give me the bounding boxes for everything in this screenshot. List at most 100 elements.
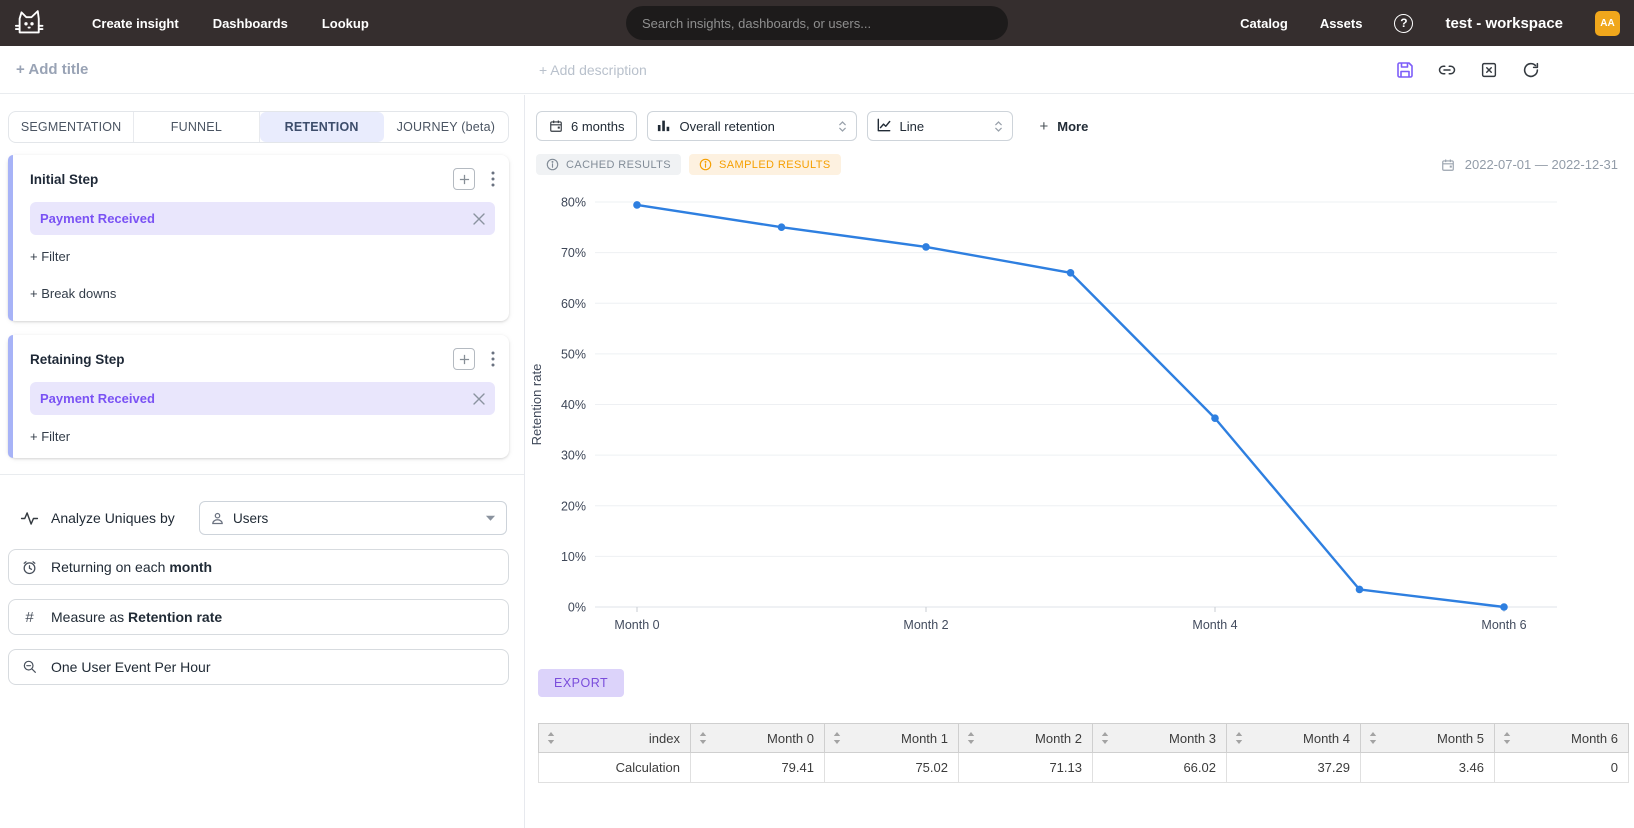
add-step-icon[interactable] bbox=[453, 168, 475, 190]
sort-icon[interactable] bbox=[1101, 732, 1109, 744]
sort-icon[interactable] bbox=[1369, 732, 1377, 744]
nav-dashboards[interactable]: Dashboards bbox=[212, 15, 288, 31]
workspace-name[interactable]: test - workspace bbox=[1445, 14, 1563, 32]
svg-text:Month 4: Month 4 bbox=[1192, 618, 1237, 632]
step-options-icon[interactable] bbox=[491, 171, 495, 187]
remove-event-icon[interactable] bbox=[473, 392, 485, 405]
calendar-icon bbox=[549, 119, 563, 133]
insight-titlebar: + Add title + Add description bbox=[0, 46, 1634, 94]
retaining-step-title: Retaining Step bbox=[30, 351, 125, 367]
analyze-uniques-label: Analyze Uniques by bbox=[51, 510, 175, 526]
initial-step-event[interactable]: Payment Received bbox=[30, 202, 495, 235]
info-icon bbox=[699, 158, 712, 171]
more-options-button[interactable]: + More bbox=[1039, 117, 1089, 135]
tab-retention[interactable]: RETENTION bbox=[259, 112, 384, 142]
add-title-button[interactable]: + Add title bbox=[16, 61, 89, 78]
measure-as-row[interactable]: # Measure as Retention rate bbox=[8, 599, 509, 635]
bar-chart-icon bbox=[657, 118, 671, 135]
svg-text:Month 0: Month 0 bbox=[614, 618, 659, 632]
analyze-uniques-label-group: Analyze Uniques by bbox=[20, 509, 175, 528]
export-button[interactable]: EXPORT bbox=[538, 669, 625, 697]
nav-catalog[interactable]: Catalog bbox=[1240, 15, 1288, 31]
add-description-button[interactable]: + Add description bbox=[539, 61, 647, 78]
status-row: CACHED RESULTS SAMPLED RESULTS 2022-07-0… bbox=[536, 154, 1618, 175]
initial-step-add-filter[interactable]: + Filter bbox=[30, 249, 71, 264]
column-header-month0[interactable]: Month 0 bbox=[690, 723, 825, 753]
sort-icon[interactable] bbox=[967, 732, 975, 744]
app-cat-logo-icon[interactable] bbox=[14, 8, 44, 38]
column-header-month5[interactable]: Month 5 bbox=[1360, 723, 1495, 753]
clear-insight-icon[interactable] bbox=[1480, 61, 1498, 79]
event-label: Payment Received bbox=[40, 391, 155, 406]
initial-step-add-breakdowns[interactable]: + Break downs bbox=[30, 286, 117, 301]
svg-text:70%: 70% bbox=[561, 246, 586, 260]
insight-type-tabs: SEGMENTATION FUNNEL RETENTION JOURNEY (b… bbox=[8, 111, 509, 143]
nav-assets[interactable]: Assets bbox=[1319, 15, 1363, 31]
table-header-row: index Month 0 Month 1 Month 2 Month 3 Mo… bbox=[538, 723, 1629, 753]
column-header-month1[interactable]: Month 1 bbox=[824, 723, 959, 753]
tab-funnel[interactable]: FUNNEL bbox=[134, 112, 260, 142]
step-options-icon[interactable] bbox=[491, 351, 495, 367]
initial-step-title: Initial Step bbox=[30, 171, 99, 187]
sort-icon[interactable] bbox=[547, 732, 555, 744]
metric-select-value: Overall retention bbox=[679, 118, 775, 134]
tab-journey[interactable]: JOURNEY (beta) bbox=[396, 120, 496, 134]
save-icon[interactable] bbox=[1396, 61, 1414, 79]
svg-text:Month 6: Month 6 bbox=[1481, 618, 1526, 632]
refresh-icon[interactable] bbox=[1522, 61, 1540, 79]
sort-icon[interactable] bbox=[1235, 732, 1243, 744]
add-step-icon[interactable] bbox=[453, 348, 475, 370]
user-icon bbox=[210, 511, 225, 526]
sort-icon[interactable] bbox=[833, 732, 841, 744]
query-builder-sidebar: SEGMENTATION FUNNEL RETENTION JOURNEY (b… bbox=[0, 95, 525, 828]
retaining-step-card: Retaining Step Payment Received + Filter bbox=[8, 335, 509, 458]
sort-icon[interactable] bbox=[699, 732, 707, 744]
metric-select[interactable]: Overall retention bbox=[647, 111, 858, 141]
retaining-step-add-filter[interactable]: + Filter bbox=[30, 429, 71, 444]
cell-month0: 79.41 bbox=[690, 752, 825, 783]
column-header-month4[interactable]: Month 4 bbox=[1226, 723, 1361, 753]
chart-type-value: Line bbox=[899, 118, 925, 134]
svg-text:40%: 40% bbox=[561, 398, 586, 412]
retaining-step-event[interactable]: Payment Received bbox=[30, 382, 495, 415]
measure-as-label: Measure as Retention rate bbox=[51, 609, 223, 625]
copy-link-icon[interactable] bbox=[1438, 61, 1456, 79]
help-icon[interactable]: ? bbox=[1394, 13, 1414, 33]
dedupe-label: One User Event Per Hour bbox=[51, 659, 211, 675]
nav-lookup[interactable]: Lookup bbox=[321, 15, 369, 31]
returning-interval-label: Returning on each month bbox=[51, 559, 213, 575]
insight-results-panel: 6 months Overall retention Line bbox=[526, 95, 1634, 828]
column-header-month2[interactable]: Month 2 bbox=[958, 723, 1093, 753]
column-header-month3[interactable]: Month 3 bbox=[1092, 723, 1227, 753]
result-date-range: 2022-07-01 — 2022-12-31 bbox=[1441, 157, 1618, 172]
cell-index: Calculation bbox=[538, 752, 691, 783]
column-header-index[interactable]: index bbox=[538, 723, 691, 753]
chart-type-select[interactable]: Line bbox=[867, 111, 1014, 141]
date-range-button[interactable]: 6 months bbox=[536, 111, 638, 141]
clock-icon bbox=[21, 559, 38, 576]
top-navbar: Create insight Dashboards Lookup Catalog… bbox=[0, 0, 1634, 46]
activity-pulse-icon bbox=[20, 509, 39, 528]
dedupe-row[interactable]: One User Event Per Hour bbox=[8, 649, 509, 685]
avatar[interactable]: AA bbox=[1595, 10, 1620, 36]
returning-interval-row[interactable]: Returning on each month bbox=[8, 549, 509, 585]
remove-event-icon[interactable] bbox=[473, 212, 485, 225]
select-arrows-icon bbox=[994, 120, 1003, 133]
global-search[interactable] bbox=[626, 6, 1008, 40]
line-chart-icon bbox=[877, 118, 891, 135]
cell-month1: 75.02 bbox=[824, 752, 959, 783]
analyze-uniques-row: Analyze Uniques by Users bbox=[20, 501, 507, 535]
search-input[interactable] bbox=[642, 15, 992, 31]
table-row: Calculation 79.41 75.02 71.13 66.02 37.2… bbox=[538, 752, 1629, 783]
nav-create-insight[interactable]: Create insight bbox=[92, 15, 179, 31]
date-range-label: 6 months bbox=[571, 118, 625, 134]
svg-text:Retention rate: Retention rate bbox=[529, 364, 544, 446]
column-header-month6[interactable]: Month 6 bbox=[1494, 723, 1629, 753]
chart-toolbar: 6 months Overall retention Line bbox=[536, 111, 1634, 141]
cell-month5: 3.46 bbox=[1360, 752, 1495, 783]
event-label: Payment Received bbox=[40, 211, 155, 226]
sort-icon[interactable] bbox=[1503, 732, 1511, 744]
tab-segmentation[interactable]: SEGMENTATION bbox=[9, 112, 135, 142]
analyze-entity-select[interactable]: Users bbox=[199, 501, 507, 535]
select-arrows-icon bbox=[838, 120, 847, 133]
